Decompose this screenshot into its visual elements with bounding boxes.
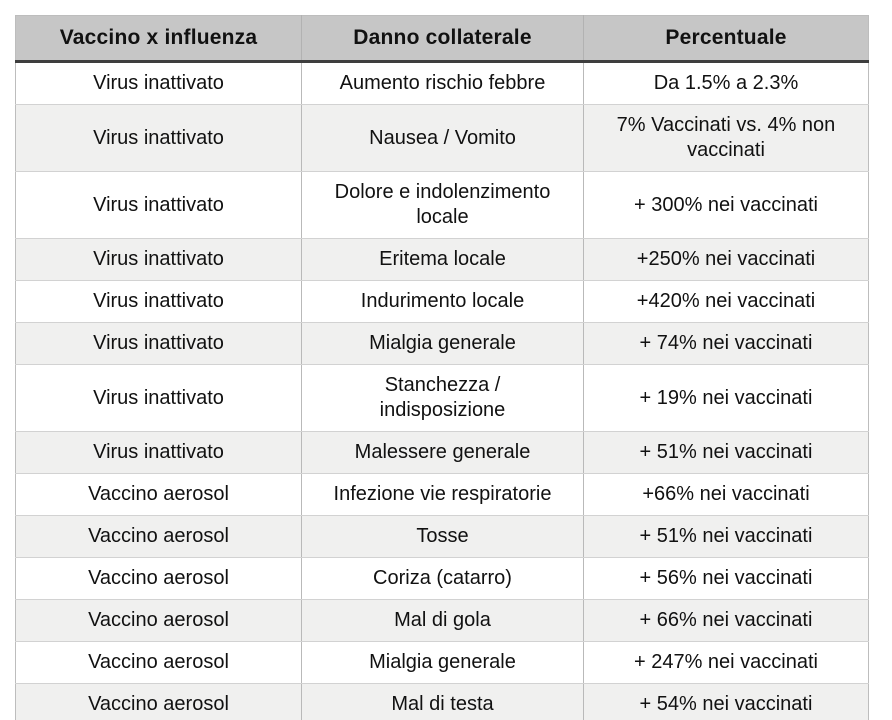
table-row: Virus inattivato Dolore e indolenzimento… <box>15 171 869 239</box>
cell-side-effect: Coriza (catarro) <box>301 557 584 600</box>
cell-vaccine-type: Vaccino aerosol <box>15 641 302 684</box>
cell-vaccine-type: Vaccino aerosol <box>15 557 302 600</box>
table-row: Vaccino aerosol Infezione vie respirator… <box>15 473 869 516</box>
cell-percentage: + 19% nei vaccinati <box>583 364 869 432</box>
cell-side-effect: Nausea / Vomito <box>301 104 584 172</box>
cell-vaccine-type: Vaccino aerosol <box>15 599 302 642</box>
cell-percentage: +420% nei vaccinati <box>583 280 869 323</box>
cell-side-effect: Infezione vie respiratorie <box>301 473 584 516</box>
table-row: Vaccino aerosol Mal di gola + 66% nei va… <box>15 599 869 642</box>
header-percentage: Percentuale <box>583 15 869 63</box>
cell-percentage: + 66% nei vaccinati <box>583 599 869 642</box>
cell-side-effect: Aumento rischio febbre <box>301 61 584 105</box>
cell-vaccine-type: Virus inattivato <box>15 171 302 239</box>
cell-percentage: 7% Vaccinati vs. 4% non vaccinati <box>583 104 869 172</box>
cell-side-effect: Mialgia generale <box>301 322 584 365</box>
cell-vaccine-type: Vaccino aerosol <box>15 473 302 516</box>
cell-vaccine-type: Virus inattivato <box>15 364 302 432</box>
cell-percentage: +66% nei vaccinati <box>583 473 869 516</box>
header-side-effect: Danno collaterale <box>301 15 584 63</box>
table-row: Vaccino aerosol Mal di testa + 54% nei v… <box>15 683 869 720</box>
table-header: Vaccino x influenza Danno collaterale Pe… <box>15 15 869 63</box>
cell-percentage: Da 1.5% a 2.3% <box>583 61 869 105</box>
cell-percentage: +250% nei vaccinati <box>583 238 869 281</box>
cell-percentage: + 51% nei vaccinati <box>583 431 869 474</box>
table-row: Virus inattivato Eritema locale +250% ne… <box>15 238 869 281</box>
cell-side-effect: Tosse <box>301 515 584 558</box>
table-row: Virus inattivato Aumento rischio febbre … <box>15 61 869 105</box>
cell-side-effect: Dolore e indolenzimento locale <box>301 171 584 239</box>
cell-side-effect: Malessere generale <box>301 431 584 474</box>
table-row: Virus inattivato Malessere generale + 51… <box>15 431 869 474</box>
header-vaccine-type: Vaccino x influenza <box>15 15 302 63</box>
cell-vaccine-type: Vaccino aerosol <box>15 515 302 558</box>
header-row: Vaccino x influenza Danno collaterale Pe… <box>15 15 869 63</box>
table-body: Virus inattivato Aumento rischio febbre … <box>15 61 869 720</box>
cell-side-effect: Eritema locale <box>301 238 584 281</box>
cell-vaccine-type: Virus inattivato <box>15 61 302 105</box>
cell-side-effect: Mal di testa <box>301 683 584 720</box>
table-row: Vaccino aerosol Mialgia generale + 247% … <box>15 641 869 684</box>
cell-percentage: + 300% nei vaccinati <box>583 171 869 239</box>
cell-side-effect: Mialgia generale <box>301 641 584 684</box>
vaccine-side-effects-table: Vaccino x influenza Danno collaterale Pe… <box>15 15 869 720</box>
cell-vaccine-type: Virus inattivato <box>15 238 302 281</box>
cell-side-effect: Indurimento locale <box>301 280 584 323</box>
cell-vaccine-type: Virus inattivato <box>15 280 302 323</box>
table-row: Virus inattivato Stanchezza / indisposiz… <box>15 364 869 432</box>
cell-percentage: + 247% nei vaccinati <box>583 641 869 684</box>
table-row: Virus inattivato Indurimento locale +420… <box>15 280 869 323</box>
cell-percentage: + 51% nei vaccinati <box>583 515 869 558</box>
table-row: Vaccino aerosol Tosse + 51% nei vaccinat… <box>15 515 869 558</box>
cell-percentage: + 56% nei vaccinati <box>583 557 869 600</box>
cell-percentage: + 74% nei vaccinati <box>583 322 869 365</box>
table-row: Virus inattivato Mialgia generale + 74% … <box>15 322 869 365</box>
cell-vaccine-type: Virus inattivato <box>15 104 302 172</box>
cell-percentage: + 54% nei vaccinati <box>583 683 869 720</box>
cell-side-effect: Mal di gola <box>301 599 584 642</box>
cell-vaccine-type: Virus inattivato <box>15 431 302 474</box>
table-row: Vaccino aerosol Coriza (catarro) + 56% n… <box>15 557 869 600</box>
cell-vaccine-type: Vaccino aerosol <box>15 683 302 720</box>
table-row: Virus inattivato Nausea / Vomito 7% Vacc… <box>15 104 869 172</box>
cell-vaccine-type: Virus inattivato <box>15 322 302 365</box>
cell-side-effect: Stanchezza / indisposizione <box>301 364 584 432</box>
